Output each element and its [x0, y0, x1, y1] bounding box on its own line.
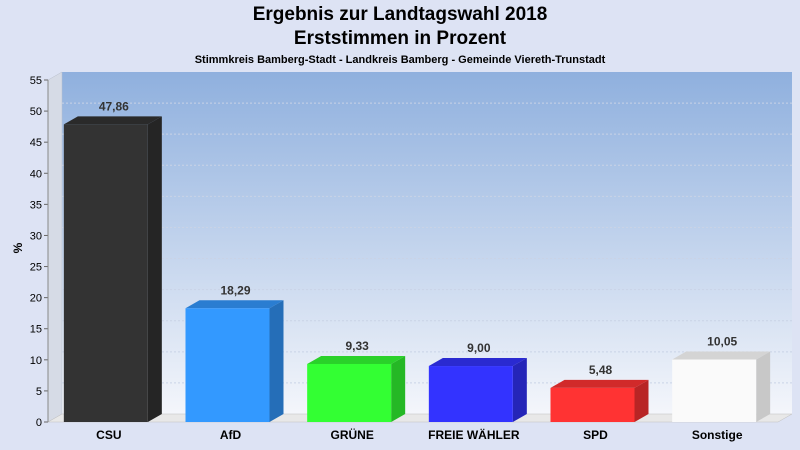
data-label: 47,86: [99, 99, 129, 113]
y-tick-label: 50: [30, 106, 42, 118]
data-label: 9,33: [345, 339, 369, 353]
y-tick-label: 35: [30, 199, 42, 211]
bar-top: [550, 379, 649, 388]
y-tick-label: 20: [30, 293, 42, 305]
y-tick-label: 40: [30, 168, 42, 180]
bar: [672, 359, 757, 422]
x-tick-label: FREIE WÄHLER: [428, 427, 520, 442]
bar-top: [307, 355, 406, 364]
bar-top: [185, 300, 284, 309]
bar-side: [512, 358, 527, 422]
bar-side: [391, 355, 406, 422]
y-tick-label: 10: [30, 355, 42, 367]
y-tick-label: 15: [30, 324, 42, 336]
x-tick-label: AfD: [220, 428, 242, 442]
bar-side: [269, 300, 284, 422]
chart-region-subtitle: Stimmkreis Bamberg-Stadt - Landkreis Bam…: [194, 54, 606, 66]
bar-top: [672, 351, 771, 360]
chart-subtitle: Erststimmen in Prozent: [293, 28, 507, 49]
y-tick-label: 55: [30, 75, 42, 87]
x-tick-label: SPD: [583, 428, 608, 442]
bar-top: [428, 358, 527, 367]
chart-title: Ergebnis zur Landtagswahl 2018: [252, 4, 548, 25]
data-label: 9,00: [467, 341, 491, 355]
bar: [63, 124, 148, 422]
bar: [307, 363, 392, 422]
data-label: 5,48: [589, 363, 613, 377]
y-tick-label: 5: [36, 386, 42, 398]
bar-side: [634, 379, 649, 422]
x-tick-label: CSU: [96, 428, 121, 442]
bar-side: [147, 116, 162, 422]
plot-side-wall: [47, 71, 63, 423]
data-label: 10,05: [707, 335, 737, 349]
x-tick-label: Sonstige: [692, 428, 743, 442]
bar: [428, 366, 513, 422]
bar-top: [63, 116, 162, 125]
bar: [550, 387, 635, 422]
y-tick-label: 25: [30, 262, 42, 274]
bar-side: [756, 351, 771, 422]
plot-background: [62, 72, 792, 414]
y-axis-label: %: [11, 242, 25, 253]
y-tick-label: 45: [30, 137, 42, 149]
data-label: 18,29: [220, 283, 250, 297]
x-tick-label: GRÜNE: [330, 427, 373, 442]
bar: [185, 308, 270, 422]
y-tick-label: 30: [30, 230, 42, 242]
y-tick-label: 0: [36, 417, 42, 429]
